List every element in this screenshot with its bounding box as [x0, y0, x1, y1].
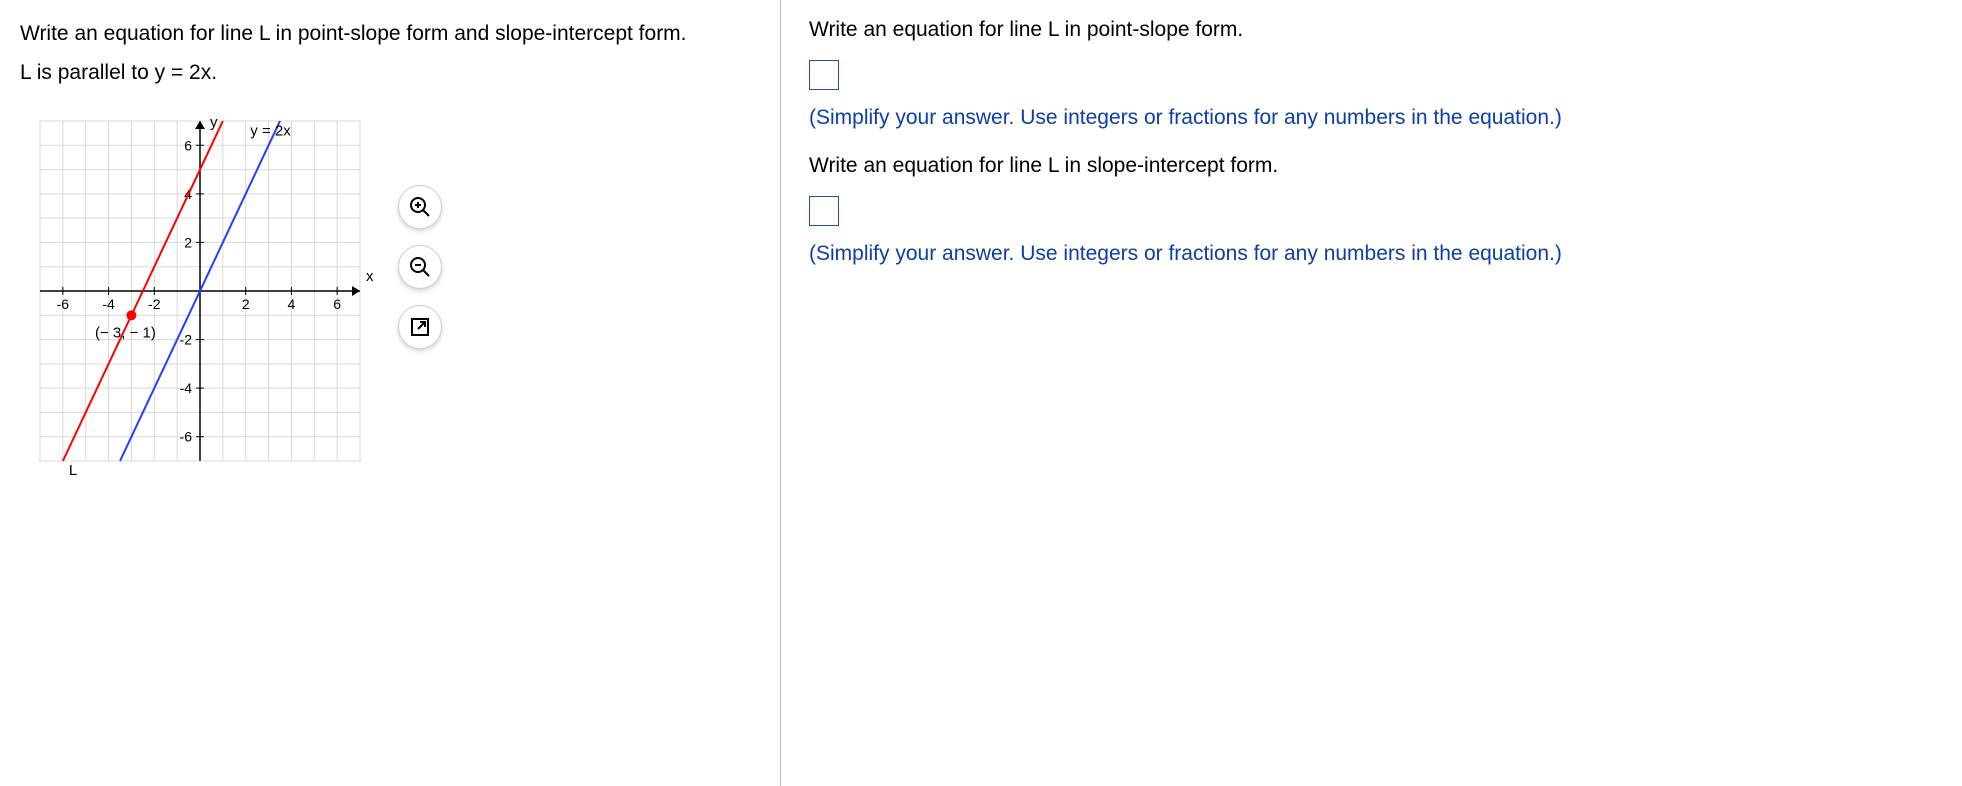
- svg-text:y: y: [210, 114, 218, 131]
- answer-input-slope-intercept[interactable]: [809, 196, 839, 226]
- condition-text: L is parallel to y = 2x.: [20, 57, 760, 90]
- zoom-in-icon: [408, 195, 432, 219]
- svg-text:2: 2: [242, 296, 250, 312]
- popout-icon: [408, 315, 432, 339]
- question-pane: Write an equation for line L in point-sl…: [0, 0, 781, 786]
- question-text: Write an equation for line L in point-sl…: [20, 18, 760, 51]
- popout-button[interactable]: [398, 305, 442, 349]
- svg-text:-2: -2: [180, 332, 193, 348]
- svg-text:-4: -4: [102, 296, 115, 312]
- zoom-out-icon: [408, 255, 432, 279]
- svg-text:6: 6: [184, 137, 192, 153]
- hint-point-slope: (Simplify your answer. Use integers or f…: [809, 106, 1942, 130]
- svg-text:x: x: [366, 268, 374, 285]
- svg-text:-2: -2: [148, 296, 161, 312]
- coordinate-graph: -6-4-2246-6-4-2246yxy = 2x(− 3, − 1)L: [20, 101, 380, 481]
- answer-input-point-slope[interactable]: [809, 60, 839, 90]
- svg-text:(− 3, − 1): (− 3, − 1): [95, 324, 156, 341]
- answer-pane: Write an equation for line L in point-sl…: [781, 0, 1962, 786]
- prompt-slope-intercept: Write an equation for line L in slope-in…: [809, 154, 1942, 178]
- svg-text:2: 2: [184, 235, 192, 251]
- svg-text:4: 4: [288, 296, 296, 312]
- zoom-out-button[interactable]: [398, 245, 442, 289]
- svg-text:L: L: [69, 462, 77, 479]
- svg-text:-6: -6: [180, 429, 193, 445]
- svg-text:y = 2x: y = 2x: [250, 123, 291, 140]
- graph-controls: [398, 185, 442, 349]
- graph-area: -6-4-2246-6-4-2246yxy = 2x(− 3, − 1)L: [20, 101, 460, 481]
- svg-text:-4: -4: [180, 380, 193, 396]
- svg-text:6: 6: [333, 296, 341, 312]
- prompt-point-slope: Write an equation for line L in point-sl…: [809, 18, 1942, 42]
- zoom-in-button[interactable]: [398, 185, 442, 229]
- svg-text:-6: -6: [57, 296, 70, 312]
- hint-slope-intercept: (Simplify your answer. Use integers or f…: [809, 242, 1942, 266]
